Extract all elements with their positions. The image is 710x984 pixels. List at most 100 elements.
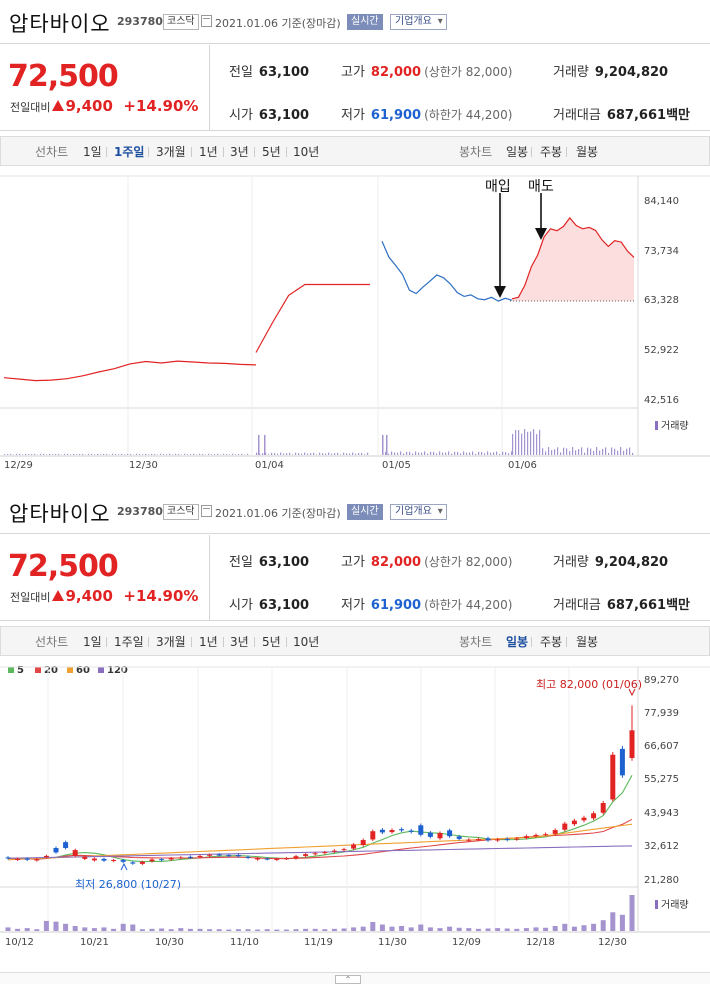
volume-bar bbox=[608, 452, 610, 455]
volume-bar bbox=[25, 453, 27, 455]
tab-candle-chart[interactable]: 봉차트 bbox=[459, 145, 493, 159]
tab-3m[interactable]: 3개월 bbox=[156, 145, 186, 159]
tab-weekly[interactable]: 주봉 bbox=[540, 145, 563, 159]
volume-bar bbox=[76, 454, 78, 455]
volume-bar bbox=[596, 447, 598, 455]
y-tick: 32,612 bbox=[644, 841, 679, 852]
x-tick: 11/30 bbox=[378, 937, 407, 948]
tab-1y[interactable]: 1년 bbox=[199, 145, 218, 159]
volume-bar bbox=[590, 448, 592, 455]
tab-5y[interactable]: 5년 bbox=[262, 635, 281, 649]
tab-5y[interactable]: 5년 bbox=[262, 145, 281, 159]
scroll-thumb[interactable]: ⌃ bbox=[335, 975, 361, 984]
volume-bar bbox=[571, 926, 577, 931]
volume-bar bbox=[245, 929, 251, 931]
tab-1d[interactable]: 1일 bbox=[83, 145, 102, 159]
annotation-sell: 매도 bbox=[528, 179, 554, 195]
volume-bar bbox=[310, 453, 312, 455]
change-value: 9,400 bbox=[65, 587, 113, 605]
volume-bar bbox=[58, 453, 60, 455]
tab-10y[interactable]: 10년 bbox=[293, 635, 320, 649]
candle-body bbox=[447, 830, 453, 837]
company-info-dropdown[interactable]: 기업개요 bbox=[390, 504, 447, 520]
y-tick: 77,939 bbox=[644, 708, 679, 719]
x-tick: 12/18 bbox=[526, 937, 555, 948]
market-tag: 코스닥 bbox=[163, 504, 199, 520]
candle-body bbox=[437, 832, 443, 839]
tab-1w[interactable]: 1주일 bbox=[114, 145, 145, 159]
volume-bar bbox=[424, 451, 426, 455]
volume-bar bbox=[400, 451, 402, 455]
volume-bar bbox=[142, 454, 144, 455]
realtime-button[interactable]: 실시간 bbox=[347, 504, 383, 520]
volume-bar bbox=[427, 453, 429, 455]
chart-tabs: 선차트 1일 1주일 3개월 1년 3년 5년 10년 봉차트 일봉 주봉 월봉 bbox=[0, 626, 710, 656]
volume-bar bbox=[40, 453, 42, 455]
volume-bar bbox=[111, 928, 117, 931]
tab-10y[interactable]: 10년 bbox=[293, 145, 320, 159]
volume-bar bbox=[139, 454, 141, 455]
volume-bar bbox=[451, 453, 453, 455]
realtime-button[interactable]: 실시간 bbox=[347, 14, 383, 30]
candle-body bbox=[63, 842, 69, 848]
horizontal-scrollbar[interactable]: ⌃ bbox=[0, 972, 710, 984]
volume-bar bbox=[593, 450, 595, 455]
tab-monthly[interactable]: 월봉 bbox=[576, 635, 599, 649]
quote-date: 2021.01.06 기준(장마감) bbox=[215, 17, 341, 30]
volume-bar bbox=[160, 453, 162, 455]
volume-bar bbox=[255, 929, 261, 931]
tab-monthly[interactable]: 월봉 bbox=[576, 145, 599, 159]
tab-candle-chart[interactable]: 봉차트 bbox=[459, 635, 493, 649]
volume-bar bbox=[379, 924, 385, 931]
candle-body bbox=[5, 857, 11, 859]
volume-bar bbox=[551, 450, 553, 455]
volume-bar bbox=[515, 429, 517, 455]
volume-bar bbox=[303, 928, 309, 931]
volume-bar bbox=[415, 451, 417, 455]
tab-3y[interactable]: 3년 bbox=[230, 635, 249, 649]
volume-bar bbox=[193, 453, 195, 455]
tab-daily[interactable]: 일봉 bbox=[506, 145, 529, 159]
tab-3m[interactable]: 3개월 bbox=[156, 635, 186, 649]
tab-1y[interactable]: 1년 bbox=[199, 635, 218, 649]
low-marker bbox=[120, 862, 128, 871]
volume-bar bbox=[355, 453, 357, 455]
tab-line-chart[interactable]: 선차트 bbox=[35, 635, 69, 649]
tab-daily[interactable]: 일봉 bbox=[506, 635, 529, 649]
candle-body bbox=[303, 854, 309, 856]
volume-bar bbox=[370, 922, 376, 931]
volume-bar bbox=[115, 454, 117, 455]
candle-body bbox=[351, 844, 357, 849]
x-tick: 10/21 bbox=[80, 937, 109, 948]
tab-1w[interactable]: 1주일 bbox=[114, 635, 144, 649]
volume-bar bbox=[505, 452, 507, 455]
current-price: 72,500 bbox=[8, 549, 119, 584]
candle-body bbox=[523, 836, 529, 838]
volume-bar bbox=[16, 453, 18, 455]
volume-bar bbox=[581, 925, 587, 931]
tab-1d[interactable]: 1일 bbox=[83, 635, 102, 649]
quote-date: 2021.01.06 기준(장마감) bbox=[215, 507, 341, 520]
company-info-dropdown[interactable]: 기업개요 bbox=[390, 14, 447, 30]
tab-3y[interactable]: 3년 bbox=[230, 145, 249, 159]
candle-body bbox=[245, 856, 251, 858]
candle-body bbox=[562, 823, 568, 830]
tab-line-chart[interactable]: 선차트 bbox=[35, 145, 69, 159]
volume-bar bbox=[408, 927, 414, 931]
candle-body bbox=[399, 829, 405, 831]
prev-close: 전일 63,100 bbox=[229, 555, 310, 570]
volume-bar bbox=[124, 454, 126, 455]
volume-bar bbox=[184, 453, 186, 455]
volume-bar bbox=[151, 453, 153, 455]
candle-body bbox=[197, 855, 203, 858]
volume-bar bbox=[103, 454, 105, 455]
volume-bar bbox=[602, 448, 604, 455]
volume-bar bbox=[307, 453, 309, 455]
tab-weekly[interactable]: 주봉 bbox=[540, 635, 563, 649]
candle-body bbox=[389, 830, 395, 833]
volume-bar bbox=[575, 450, 577, 455]
volume-bar bbox=[358, 453, 360, 455]
volume-bar bbox=[52, 454, 54, 455]
volume-bar bbox=[63, 923, 69, 931]
volume-bar bbox=[334, 453, 336, 455]
